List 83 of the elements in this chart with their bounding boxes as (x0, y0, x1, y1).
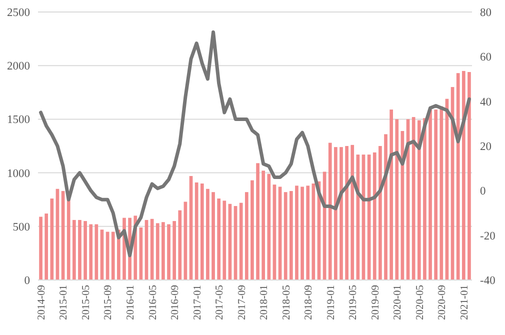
bar (72, 220, 76, 280)
x-tick-label: 2017-09 (236, 285, 248, 320)
x-tick-label: 2017-01 (192, 285, 204, 320)
bar (78, 220, 82, 280)
bar (39, 216, 42, 280)
bar (350, 144, 354, 280)
bar (162, 222, 165, 280)
bar (423, 118, 426, 280)
line-series (39, 30, 471, 258)
x-tick-label: 2020-09 (437, 285, 448, 320)
bar (300, 186, 304, 280)
bar (222, 200, 226, 280)
bar (156, 223, 160, 280)
bar (306, 186, 310, 280)
bar (295, 186, 298, 280)
y2-tick-label: 0 (480, 186, 486, 198)
bar (278, 186, 282, 280)
bar (340, 147, 343, 280)
x-tick-label: 2020-01 (392, 285, 404, 320)
y2-tick-label: -20 (480, 230, 496, 242)
x-tick-label: 2014-09 (36, 285, 48, 320)
y-tick-label: 1500 (7, 114, 30, 126)
bar (172, 221, 176, 280)
x-tick-label: 2016-05 (148, 285, 159, 320)
x-tick-label: 2016-01 (125, 285, 136, 320)
bar (384, 134, 388, 280)
bar (244, 192, 248, 280)
x-tick-label: 2015-05 (80, 285, 92, 320)
bar (239, 202, 243, 280)
bar (434, 110, 438, 280)
bar (328, 142, 332, 280)
x-tick-label: 2015-01 (58, 285, 70, 320)
x-tick-label: 2018-01 (259, 285, 270, 320)
x-tick-label: 2018-09 (304, 285, 315, 320)
x-tick-label: 2021-01 (459, 285, 470, 320)
bar (428, 110, 432, 280)
bar (334, 147, 338, 280)
bar (111, 232, 115, 280)
y-tick-label: 500 (12, 221, 30, 234)
bar (345, 146, 348, 280)
bar (167, 224, 170, 280)
bar (395, 119, 399, 280)
x-tick-label: 2020-05 (414, 285, 426, 320)
bar (378, 146, 382, 280)
y-tick-label: 0 (24, 275, 30, 288)
bar (250, 180, 254, 280)
bar (456, 73, 460, 280)
bar (50, 198, 54, 280)
bar (372, 152, 376, 280)
x-tick-label: 2019-09 (370, 285, 382, 320)
bar (462, 70, 466, 280)
x-tick-label: 2018-05 (281, 285, 292, 320)
y-tick-label: 2500 (7, 7, 30, 20)
bar (390, 110, 393, 280)
bar (267, 174, 271, 280)
bar (417, 120, 421, 280)
bar (89, 224, 93, 280)
bar (66, 198, 70, 280)
y2-tick-label: -40 (480, 275, 496, 288)
y2-tick-label: 60 (480, 52, 492, 64)
bar (44, 214, 48, 280)
y-tick-label: 1000 (7, 168, 30, 180)
y2-tick-label: 80 (480, 7, 492, 20)
bar (284, 192, 288, 280)
x-tick-label: 2019-01 (326, 285, 337, 320)
y2-tick-label: 40 (480, 96, 492, 108)
bar (289, 191, 293, 280)
bar (212, 192, 215, 280)
bar (468, 72, 471, 280)
bar (200, 184, 204, 280)
x-tick-label: 2019-05 (348, 285, 360, 320)
x-tick-label: 2015-09 (103, 285, 114, 320)
x-tick-label: 2016-09 (170, 285, 181, 320)
bar (184, 202, 188, 280)
bar (262, 170, 266, 280)
bar (206, 188, 210, 280)
bar (84, 221, 87, 280)
bar (256, 163, 260, 280)
bar (217, 198, 220, 280)
bar (178, 210, 182, 280)
x-tick-label: 2017-05 (214, 285, 226, 320)
y-tick-label: 2000 (7, 60, 30, 73)
y2-tick-label: 20 (480, 141, 492, 154)
